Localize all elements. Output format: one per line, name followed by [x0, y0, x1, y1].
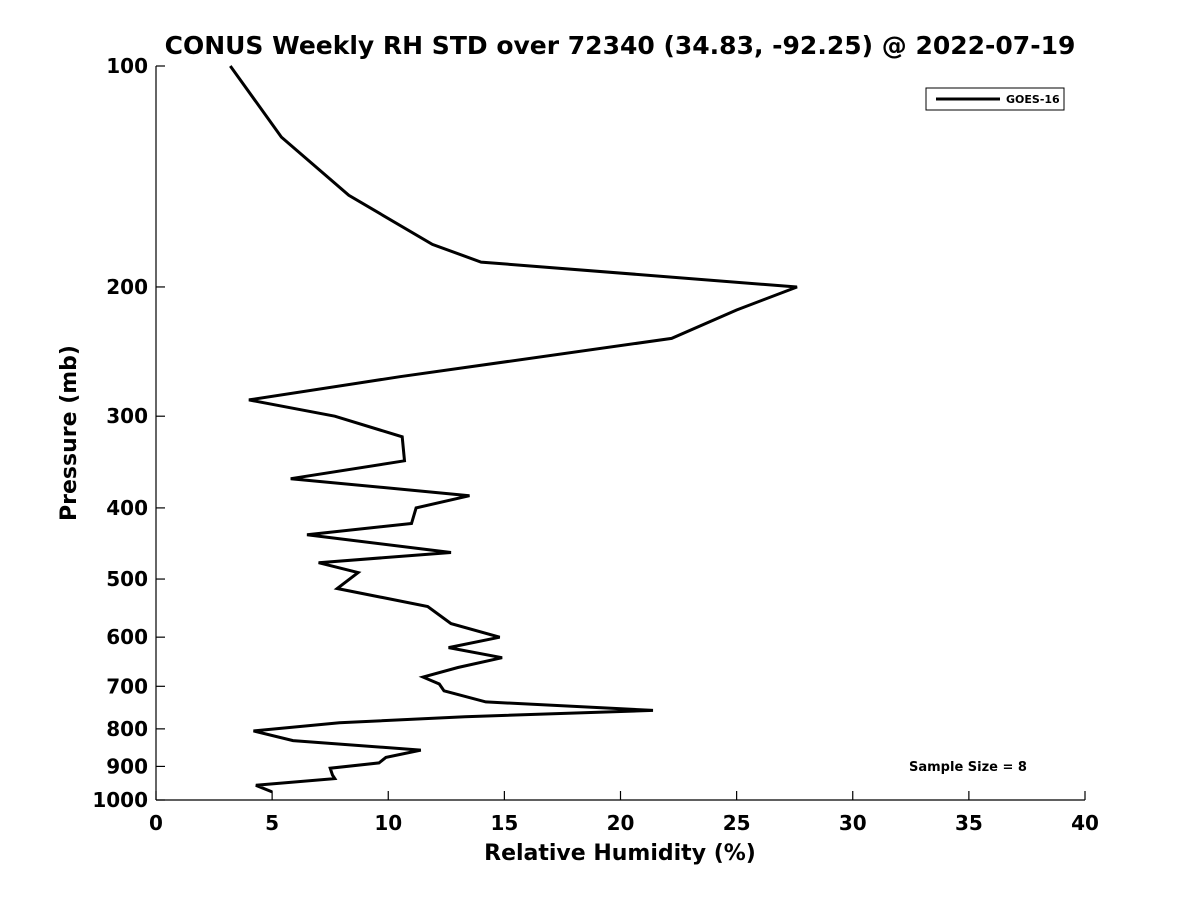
x-tick-label: 15: [490, 811, 518, 835]
sample-size-annotation: Sample Size = 8: [909, 760, 1027, 775]
x-tick-label: 10: [374, 811, 402, 835]
y-tick-label: 800: [106, 717, 148, 741]
y-axis-label: Pressure (mb): [57, 345, 82, 521]
legend-label: GOES-16: [1006, 93, 1060, 106]
y-tick-label: 100: [106, 54, 148, 78]
y-axis-ticks: 100 200 300 400 500 600 700 800 900 1000: [92, 54, 165, 812]
x-tick-label: 0: [149, 811, 163, 835]
x-tick-label: 20: [607, 811, 635, 835]
series-line-goes-16: [229, 65, 798, 794]
x-tick-label: 30: [839, 811, 867, 835]
chart-title: CONUS Weekly RH STD over 72340 (34.83, -…: [165, 31, 1076, 60]
y-tick-label: 300: [106, 404, 148, 428]
y-tick-label: 700: [106, 674, 148, 698]
y-tick-label: 500: [106, 567, 148, 591]
x-tick-label: 25: [723, 811, 751, 835]
y-tick-label: 1000: [92, 788, 148, 812]
x-axis-ticks: 0 5 10 15 20 25 30 35 40: [149, 791, 1099, 835]
x-tick-label: 40: [1071, 811, 1099, 835]
legend: GOES-16: [925, 87, 1065, 111]
x-tick-label: 5: [265, 811, 279, 835]
plot-frame: [156, 66, 1085, 800]
y-tick-label: 400: [106, 496, 148, 520]
x-tick-label: 35: [955, 811, 983, 835]
y-tick-label: 600: [106, 625, 148, 649]
x-axis-label: Relative Humidity (%): [484, 841, 756, 866]
plot-area: [229, 65, 798, 794]
y-tick-label: 200: [106, 275, 148, 299]
y-tick-label: 900: [106, 754, 148, 778]
